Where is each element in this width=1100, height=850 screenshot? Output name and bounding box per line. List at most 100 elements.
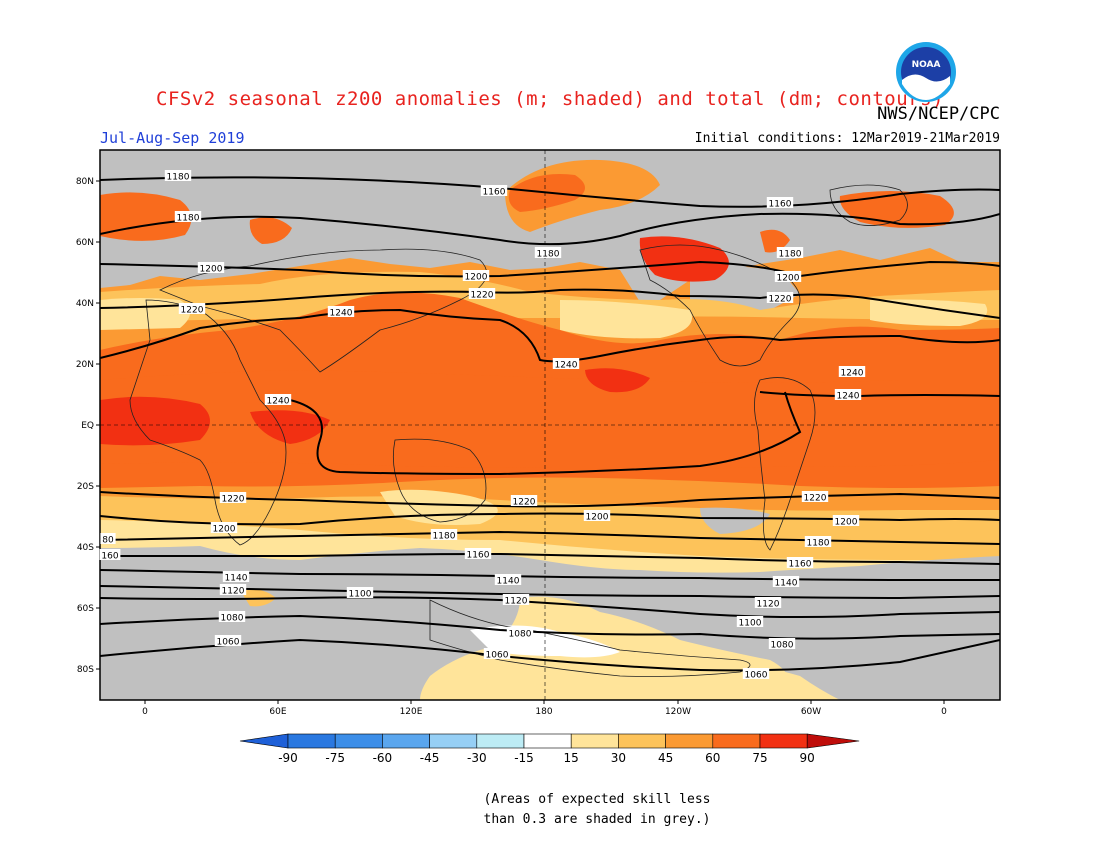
lat-label: 20S (77, 482, 94, 492)
graticule (100, 150, 1000, 700)
lat-label: EQ (81, 421, 94, 431)
contour-label: 1060 (483, 648, 511, 661)
contour-label: 1220 (766, 292, 794, 305)
contour-label: 1080 (218, 611, 246, 624)
lon-label: 180 (535, 707, 552, 717)
contour-label: 1180 (174, 211, 202, 224)
contour-label: 1120 (219, 584, 247, 597)
svg-text:1220: 1220 (804, 494, 827, 504)
contour-label: 160 (99, 549, 121, 562)
contour-label: 1200 (210, 522, 238, 535)
svg-text:1120: 1120 (222, 587, 245, 597)
contour-label: 1160 (480, 185, 508, 198)
skill-footnote-line2: than 0.3 are shaded in grey.) (483, 812, 711, 827)
anomaly-patch-alaska (639, 236, 729, 282)
contour-label: 1220 (801, 491, 829, 504)
lat-label: 60S (77, 604, 94, 614)
contour-label: 1240 (834, 389, 862, 402)
svg-text:1160: 1160 (789, 560, 812, 570)
contour-1180-south (100, 530, 1000, 545)
skill-mask-south-pacific (700, 507, 770, 534)
coast-north-america (639, 244, 801, 367)
colorbar-arrow-left (239, 733, 289, 749)
svg-text:1060: 1060 (217, 638, 240, 648)
contour-label: 1200 (197, 262, 225, 275)
lon-label: 120W (665, 707, 691, 717)
lat-label: 60N (76, 238, 94, 248)
contour-label: 1160 (786, 557, 814, 570)
anomaly-patch-africa-east (250, 410, 330, 444)
svg-text:1180: 1180 (433, 532, 456, 542)
contour-label: 1060 (742, 668, 770, 681)
colorbar-box (618, 733, 666, 749)
svg-text:1180: 1180 (807, 539, 830, 549)
lon-label: 0 (142, 707, 148, 717)
anomaly-patch-scandinavia (249, 217, 292, 244)
colorbar-tick: -30 (467, 751, 487, 765)
contour-label: 1180 (804, 536, 832, 549)
lon-label: 60W (801, 707, 821, 717)
svg-text:160: 160 (101, 552, 118, 562)
svg-text:1100: 1100 (739, 619, 762, 629)
svg-text:1200: 1200 (200, 265, 223, 275)
colorbar-box (287, 733, 336, 749)
contour-1200-south (100, 512, 1000, 526)
svg-text:1180: 1180 (167, 173, 190, 183)
contour-label: 1200 (832, 515, 860, 528)
colorbar-tick-labels: -90 -75 -60 -45 -30 -15 15 30 45 60 75 90 (278, 751, 815, 765)
contour-label: 1100 (346, 587, 374, 600)
svg-text:1200: 1200 (777, 274, 800, 284)
contour-label: 1100 (736, 616, 764, 629)
svg-text:1220: 1220 (222, 495, 245, 505)
contour-label: 1180 (776, 247, 804, 260)
anomaly-band-60-75-core (100, 370, 1000, 469)
organization-label: NWS/NCEP/CPC (877, 104, 1000, 124)
anomaly-patch-light-north-pacific (560, 300, 692, 339)
colorbar-tick: 30 (611, 751, 626, 765)
colorbar-arrow-right (806, 733, 860, 749)
contour-label: 1120 (502, 594, 530, 607)
svg-text:1160: 1160 (769, 200, 792, 210)
svg-text:1220: 1220 (769, 295, 792, 305)
contour-1160-south (100, 552, 1000, 565)
colorbar-box (712, 733, 761, 749)
svg-text:1200: 1200 (213, 525, 236, 535)
svg-text:1140: 1140 (775, 579, 798, 589)
colorbar-tick: 75 (752, 751, 767, 765)
svg-text:1240: 1240 (837, 392, 860, 402)
contour-label: 1180 (534, 247, 562, 260)
svg-text:1140: 1140 (497, 577, 520, 587)
svg-text:1060: 1060 (745, 671, 768, 681)
colorbar-box (382, 733, 430, 749)
anomaly-patch-light-atlantic (870, 299, 988, 326)
svg-text:1220: 1220 (471, 291, 494, 301)
anomaly-patch-pacific (585, 368, 650, 393)
season-label: Jul-Aug-Sep 2019 (100, 129, 245, 147)
noaa-logo-text: NOAA (912, 60, 941, 70)
svg-text:1080: 1080 (509, 630, 532, 640)
lat-label: 80N (76, 177, 94, 187)
colorbar-box (570, 733, 619, 749)
contour-1220 (100, 288, 1000, 319)
svg-text:1220: 1220 (181, 306, 204, 316)
contour-1240-north (100, 308, 1000, 363)
contour-label: 1080 (768, 638, 796, 651)
lon-label: 120E (400, 707, 423, 717)
svg-text:1140: 1140 (225, 574, 248, 584)
svg-text:1200: 1200 (835, 518, 858, 528)
contour-1240-south (289, 391, 802, 476)
lon-label: 0 (941, 707, 947, 717)
contour-label: 1160 (464, 548, 492, 561)
colorbar-boxes (239, 733, 860, 749)
contour-label: 1180 (430, 529, 458, 542)
contour-1160 (100, 176, 1000, 208)
longitude-axis-labels: 0 60E 120E 180 120W 60W 0 (142, 700, 947, 717)
contour-1100 (100, 596, 1000, 618)
latitude-axis-labels: 80N 60N 40N 20N EQ 20S 40S 60S 80S (76, 177, 100, 675)
lat-label: 40N (76, 299, 94, 309)
colorbar-tick: -60 (373, 751, 393, 765)
colorbar-tick: -45 (420, 751, 440, 765)
coast-greenland (829, 184, 908, 226)
svg-text:1160: 1160 (483, 188, 506, 198)
contour-label: 1240 (552, 358, 580, 371)
